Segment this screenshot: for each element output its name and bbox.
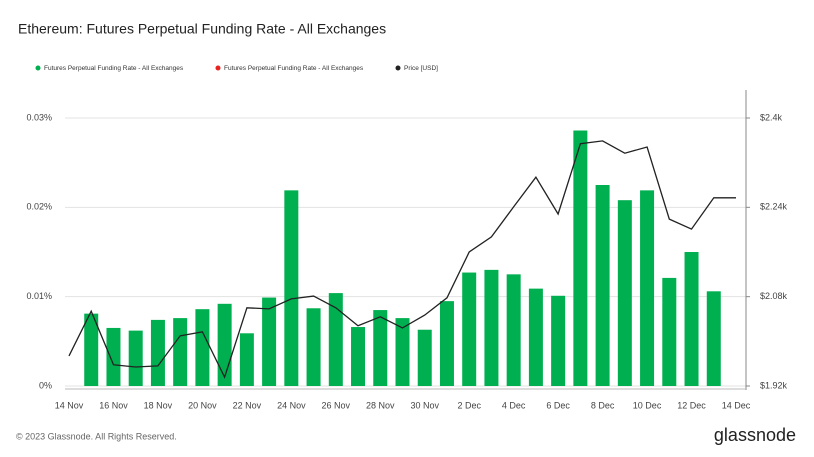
bar <box>217 303 232 386</box>
bar <box>439 301 454 386</box>
y2-tick-label: $1.92k <box>760 380 788 390</box>
x-tick-label: 16 Nov <box>99 400 128 410</box>
bar <box>706 291 721 386</box>
bar <box>328 293 343 386</box>
footer: © 2023 Glassnode. All Rights Reserved. <box>16 431 177 441</box>
y-tick-label: 0.03% <box>26 112 52 122</box>
bar <box>684 252 699 386</box>
legend-swatch <box>395 65 401 71</box>
legend-label: Price [USD] <box>404 65 438 72</box>
bar <box>462 272 477 386</box>
x-tick-label: 24 Nov <box>277 400 306 410</box>
bar <box>528 288 543 386</box>
bar <box>84 313 99 386</box>
bar <box>128 330 143 386</box>
x-tick-label: 6 Dec <box>546 400 570 410</box>
y2-tick-label: $2.08k <box>760 291 788 301</box>
x-tick-label: 14 Nov <box>55 400 84 410</box>
bar <box>484 269 499 386</box>
y-tick-label: 0.01% <box>26 291 52 301</box>
price-line <box>68 140 736 379</box>
bar <box>506 274 521 386</box>
bar <box>662 277 677 386</box>
legend-swatch <box>35 65 41 71</box>
legend-label: Futures Perpetual Funding Rate - All Exc… <box>224 65 364 72</box>
x-tick-label: 2 Dec <box>457 400 481 410</box>
bar <box>417 329 432 386</box>
x-tick-label: 20 Nov <box>188 400 217 410</box>
x-tick-label: 22 Nov <box>233 400 262 410</box>
bar <box>262 297 277 386</box>
bar <box>617 200 632 386</box>
bar <box>573 130 588 386</box>
bar <box>640 190 655 386</box>
bar <box>239 333 254 386</box>
x-tick-label: 30 Nov <box>410 400 439 410</box>
bar <box>150 319 165 386</box>
bar <box>373 310 388 386</box>
chart-title: Ethereum: Futures Perpetual Funding Rate… <box>18 21 386 37</box>
bar <box>595 185 610 386</box>
y2-tick-label: $2.24k <box>760 202 788 212</box>
x-tick-label: 8 Dec <box>591 400 615 410</box>
legend-swatch <box>215 65 221 71</box>
bar <box>173 318 188 386</box>
x-tick-label: 4 Dec <box>502 400 526 410</box>
bar <box>306 308 321 386</box>
bar <box>195 309 210 386</box>
bar <box>284 190 299 386</box>
y2-tick-label: $2.4k <box>760 112 783 122</box>
bar <box>351 327 366 386</box>
y-tick-label: 0.02% <box>26 202 52 212</box>
x-tick-label: 10 Dec <box>633 400 662 410</box>
x-tick-label: 26 Nov <box>322 400 351 410</box>
x-tick-label: 14 Dec <box>722 400 751 410</box>
bar <box>551 295 566 386</box>
legend-label: Futures Perpetual Funding Rate - All Exc… <box>44 65 184 72</box>
logo: glassnode <box>714 425 796 445</box>
x-tick-label: 18 Nov <box>144 400 173 410</box>
bar <box>395 318 410 386</box>
x-tick-label: 28 Nov <box>366 400 395 410</box>
x-tick-label: 12 Dec <box>677 400 706 410</box>
bar <box>106 327 121 386</box>
y-tick-label: 0% <box>39 380 52 390</box>
